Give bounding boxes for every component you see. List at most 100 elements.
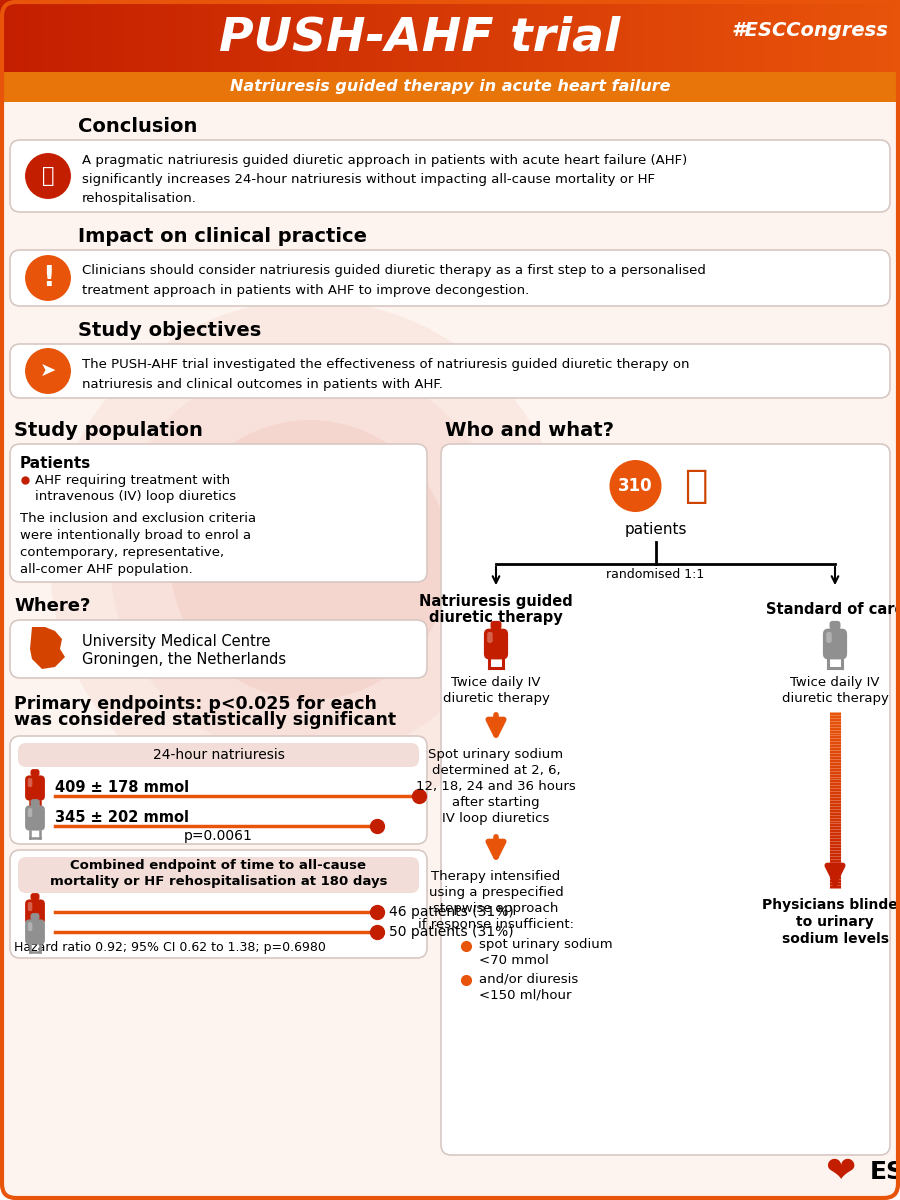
Bar [765, 0, 769, 72]
Text: 12, 18, 24 and 36 hours: 12, 18, 24 and 36 hours [416, 780, 576, 793]
Bar [27, 0, 31, 72]
Bar [597, 0, 601, 72]
Bar [351, 0, 355, 72]
Bar [585, 0, 589, 72]
Bar [609, 0, 613, 72]
Bar [150, 0, 154, 72]
Bar [12, 0, 16, 72]
Text: was considered statistically significant: was considered statistically significant [14, 710, 396, 728]
Text: Impact on clinical practice: Impact on clinical practice [78, 227, 367, 246]
Bar [786, 0, 790, 72]
Bar [705, 0, 709, 72]
FancyBboxPatch shape [830, 620, 841, 630]
Bar [774, 0, 778, 72]
Bar [468, 0, 472, 72]
Bar [393, 0, 397, 72]
Bar [642, 0, 646, 72]
Text: Natriuresis guided: Natriuresis guided [419, 594, 573, 608]
Bar [288, 0, 292, 72]
Bar [663, 0, 667, 72]
Text: patients: patients [625, 522, 687, 538]
Bar [477, 0, 481, 72]
Bar [636, 0, 640, 72]
Bar [192, 0, 196, 72]
FancyBboxPatch shape [31, 769, 40, 776]
Bar [51, 0, 55, 72]
Text: AHF requiring treatment with: AHF requiring treatment with [35, 474, 230, 487]
Bar [9, 0, 13, 72]
Text: Groningen, the Netherlands: Groningen, the Netherlands [82, 652, 286, 667]
Text: 345 ± 202 mmol: 345 ± 202 mmol [55, 810, 189, 826]
Bar [840, 0, 844, 72]
Bar [675, 0, 679, 72]
Bar [531, 0, 535, 72]
Bar [84, 0, 88, 72]
Bar [123, 0, 127, 72]
Bar [342, 0, 346, 72]
Text: and/or diuresis: and/or diuresis [479, 972, 578, 985]
Text: diuretic therapy: diuretic therapy [429, 610, 562, 625]
Bar [249, 0, 253, 72]
Bar [453, 0, 457, 72]
Bar [72, 0, 76, 72]
Bar [219, 0, 223, 72]
Text: Standard of care: Standard of care [766, 602, 900, 617]
Bar [894, 0, 898, 72]
Bar [483, 0, 487, 72]
Text: 409 ± 178 mmol: 409 ± 178 mmol [55, 780, 189, 794]
Text: <70 mmol: <70 mmol [479, 954, 549, 967]
Text: !: ! [41, 264, 54, 292]
Text: 310: 310 [618, 476, 652, 494]
Text: diuretic therapy: diuretic therapy [443, 692, 549, 704]
Bar [162, 0, 166, 72]
Bar [264, 0, 268, 72]
Text: Conclusion: Conclusion [78, 116, 197, 136]
FancyBboxPatch shape [3, 102, 897, 1198]
Bar [237, 0, 241, 72]
Bar [225, 0, 229, 72]
Bar [669, 0, 673, 72]
Bar [486, 0, 490, 72]
Bar [756, 0, 760, 72]
Bar [525, 0, 529, 72]
Bar [438, 0, 442, 72]
Bar [510, 0, 514, 72]
Bar [834, 0, 838, 72]
Text: stepwise approach: stepwise approach [433, 902, 559, 914]
Bar [42, 0, 46, 72]
Bar [804, 0, 808, 72]
Bar [813, 0, 817, 72]
Bar [792, 0, 796, 72]
FancyBboxPatch shape [441, 444, 890, 1154]
Bar [504, 0, 508, 72]
FancyBboxPatch shape [28, 902, 32, 911]
Bar [183, 0, 187, 72]
Bar [432, 0, 436, 72]
Bar [402, 0, 406, 72]
Text: 👤: 👤 [684, 467, 707, 505]
FancyBboxPatch shape [10, 444, 427, 582]
Bar [594, 0, 598, 72]
Bar [870, 0, 874, 72]
Bar [426, 0, 430, 72]
Bar [582, 0, 586, 72]
FancyBboxPatch shape [31, 799, 40, 806]
Bar [561, 0, 565, 72]
Bar [30, 0, 34, 72]
Bar [474, 0, 478, 72]
Bar [672, 0, 676, 72]
Bar [348, 0, 352, 72]
Text: Primary endpoints: p<0.025 for each: Primary endpoints: p<0.025 for each [14, 695, 377, 713]
Circle shape [170, 420, 450, 700]
Bar [273, 0, 277, 72]
FancyBboxPatch shape [823, 629, 847, 659]
Bar [177, 0, 181, 72]
Bar [837, 0, 841, 72]
Bar [117, 0, 121, 72]
Bar [396, 0, 400, 72]
Bar [603, 0, 607, 72]
Text: ➤: ➤ [40, 361, 56, 380]
Text: Combined endpoint of time to all-cause: Combined endpoint of time to all-cause [70, 859, 366, 872]
Bar [270, 0, 274, 72]
Circle shape [110, 360, 510, 760]
